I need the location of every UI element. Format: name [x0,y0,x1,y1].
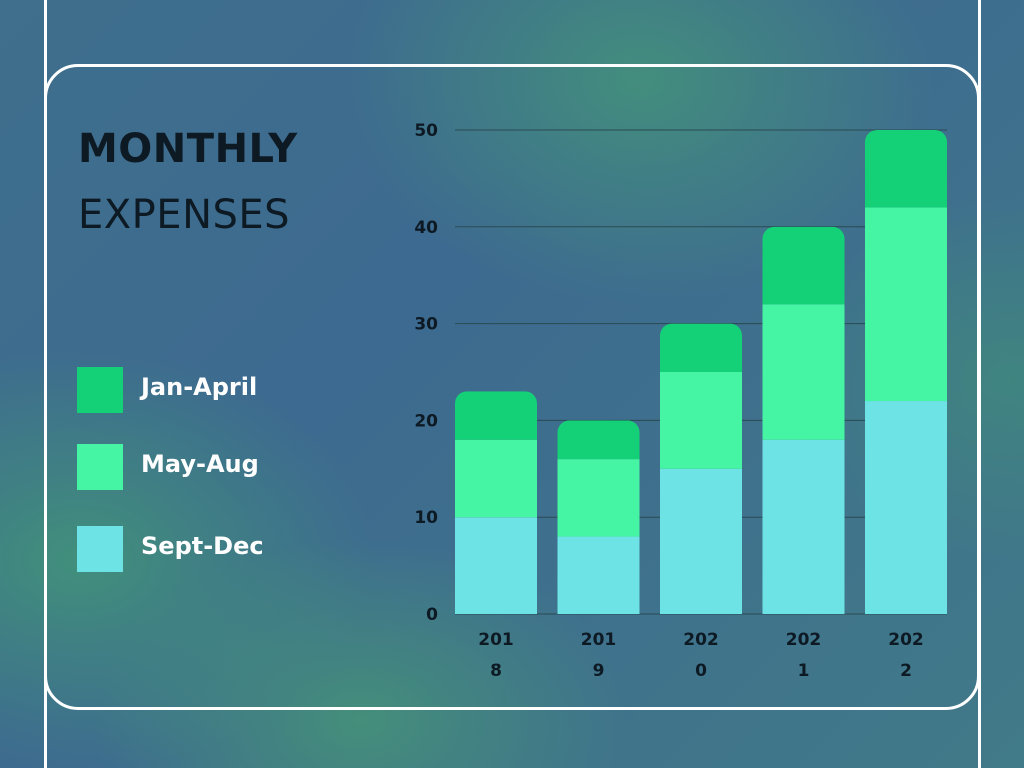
bar-stack-2021 [762,226,845,614]
x-tick-label: 201 [478,630,514,650]
y-tick-label: 30 [414,315,438,335]
chart-title-bold: MONTHLY [78,126,298,172]
x-tick-label: 202 [888,630,924,650]
y-tick-label: 20 [414,411,438,431]
bar-stack-2022 [865,130,947,614]
legend-label-jan-april: Jan-April [141,373,258,401]
bar-stack-2020 [660,323,742,614]
bar-segment-sept-dec-2020 [660,468,742,614]
legend-swatch-jan-april [77,367,123,413]
bar-segment-may-aug-2021 [762,304,845,440]
x-tick-label: 2 [900,661,912,681]
x-tick-label: 201 [581,630,617,650]
bar-segment-jan-april-2018 [455,391,537,440]
chart-title-light: EXPENSES [78,192,291,238]
legend-label-sept-dec: Sept-Dec [141,532,264,560]
chart-card [44,64,980,710]
x-tick-label: 8 [490,661,502,681]
bar-segment-may-aug-2019 [557,459,640,537]
bar-segment-sept-dec-2019 [557,536,640,614]
bar-stack-2018 [455,391,537,614]
bar-stack-2019 [557,420,640,614]
bar-segment-jan-april-2022 [865,130,947,208]
bar-segment-sept-dec-2022 [865,401,947,614]
y-tick-label: 40 [414,218,438,238]
legend-label-may-aug: May-Aug [141,450,259,478]
bar-segment-sept-dec-2018 [455,517,537,614]
y-tick-label: 10 [414,508,438,528]
bar-segment-may-aug-2018 [455,439,537,518]
y-tick-label: 50 [414,121,438,141]
bar-segment-jan-april-2021 [762,226,845,305]
bar-segment-may-aug-2020 [660,372,742,469]
bar-segment-jan-april-2020 [660,323,742,372]
x-tick-label: 202 [683,630,719,650]
y-tick-label: 0 [426,605,438,625]
legend-swatch-sept-dec [77,526,123,572]
x-tick-label: 0 [695,661,707,681]
bar-segment-sept-dec-2021 [762,439,845,614]
bar-segment-may-aug-2022 [865,207,947,402]
x-tick-label: 1 [798,661,810,681]
bar-segment-jan-april-2019 [557,420,640,460]
x-tick-label: 9 [593,661,605,681]
x-tick-label: 202 [786,630,822,650]
legend-swatch-may-aug [77,444,123,490]
